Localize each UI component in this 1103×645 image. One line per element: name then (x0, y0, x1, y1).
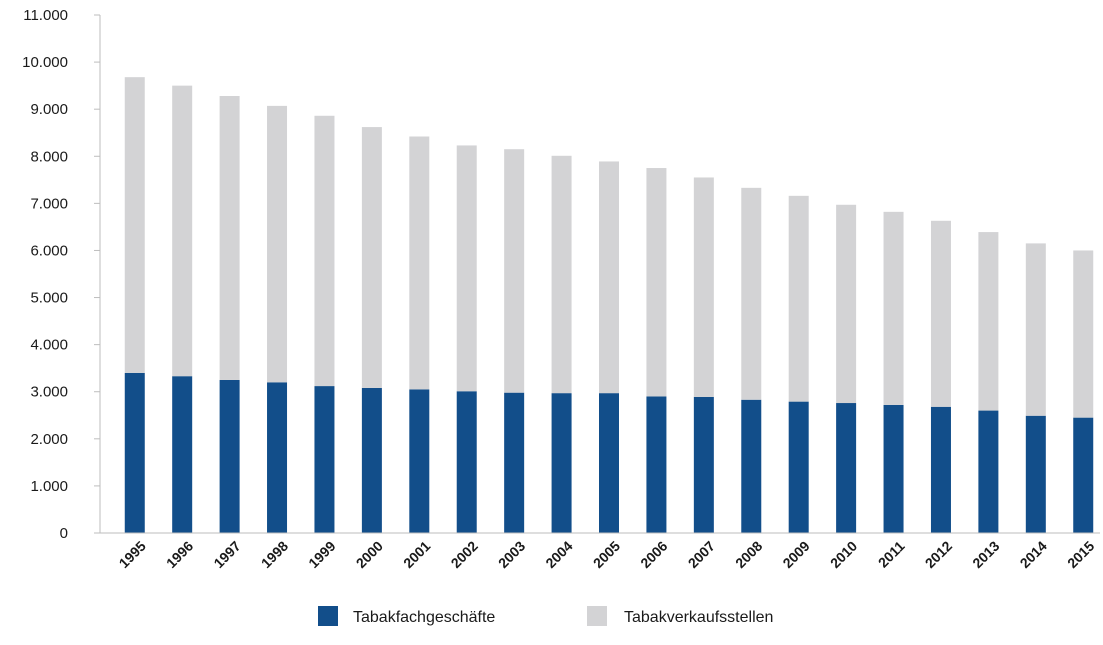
bar-tabakverkaufsstellen (219, 95, 240, 380)
bar-tabakfachgeschaefte (1025, 415, 1046, 533)
bar-tabakverkaufsstellen (836, 204, 857, 404)
x-tick-label: 2007 (685, 538, 718, 571)
bar-tabakfachgeschaefte (741, 399, 762, 533)
x-tick-label: 2009 (779, 538, 812, 571)
bar-tabakverkaufsstellen (1025, 243, 1046, 416)
x-tick-label: 2001 (400, 538, 433, 571)
legend-swatch (587, 606, 607, 626)
bar-tabakfachgeschaefte (1073, 417, 1094, 533)
y-tick-label: 9.000 (30, 101, 68, 118)
y-tick-label: 6.000 (30, 242, 68, 259)
y-tick-label: 0 (60, 525, 68, 542)
bar-tabakfachgeschaefte (551, 393, 572, 533)
legend-label: Tabakverkaufsstellen (624, 609, 773, 626)
x-tick-label: 2013 (969, 538, 1002, 571)
bar-tabakfachgeschaefte (599, 393, 619, 533)
bar-tabakfachgeschaefte (361, 387, 382, 533)
bar-tabakverkaufsstellen (646, 168, 667, 397)
bar-tabakverkaufsstellen (693, 177, 714, 397)
y-tick-label: 2.000 (30, 431, 68, 448)
bar-tabakverkaufsstellen (267, 105, 288, 383)
x-tick-label: 2014 (1017, 538, 1050, 571)
y-tick-label: 7.000 (30, 195, 68, 212)
bar-tabakfachgeschaefte (978, 410, 999, 533)
legend-label: Tabakfachgeschäfte (353, 609, 495, 626)
bar-tabakverkaufsstellen (599, 161, 619, 394)
x-tick-label: 1998 (258, 538, 291, 571)
bar-tabakverkaufsstellen (456, 145, 477, 392)
bar-tabakverkaufsstellen (741, 187, 762, 400)
bar-tabakverkaufsstellen (504, 149, 525, 393)
bar-tabakfachgeschaefte (172, 376, 193, 533)
x-tick-label: 1995 (116, 538, 149, 571)
y-tick-label: 8.000 (30, 148, 68, 165)
y-tick-label: 11.000 (23, 7, 68, 24)
x-tick-label: 2005 (590, 538, 623, 571)
bar-tabakverkaufsstellen (124, 77, 145, 373)
x-tick-label: 2012 (922, 538, 955, 571)
bar-tabakverkaufsstellen (930, 220, 951, 407)
y-tick-label: 1.000 (30, 478, 68, 495)
bar-tabakverkaufsstellen (361, 127, 382, 388)
bar-tabakfachgeschaefte (646, 396, 667, 533)
bar-tabakfachgeschaefte (409, 389, 430, 533)
x-tick-label: 2006 (637, 538, 670, 571)
x-tick-label: 2002 (448, 538, 481, 571)
x-tick-label: 2010 (827, 538, 860, 571)
bar-tabakverkaufsstellen (1073, 250, 1094, 418)
bar-tabakfachgeschaefte (314, 386, 335, 533)
legend: Tabakfachgeschäfte Tabakverkaufsstellen (318, 606, 773, 626)
bar-tabakverkaufsstellen (788, 195, 809, 402)
y-tick-label: 10.000 (22, 54, 68, 71)
bars (124, 77, 1094, 533)
bar-tabakverkaufsstellen (172, 85, 193, 377)
bar-tabakfachgeschaefte (504, 392, 525, 533)
x-tick-label: 2011 (875, 538, 908, 571)
bar-tabakverkaufsstellen (314, 115, 335, 387)
x-tick-label: 1996 (163, 538, 196, 571)
bar-tabakfachgeschaefte (219, 379, 240, 533)
legend-swatch (318, 606, 338, 626)
y-tick-label: 4.000 (30, 337, 68, 354)
x-tick-label: 2008 (732, 538, 765, 571)
bar-tabakfachgeschaefte (124, 372, 145, 533)
y-tick-label: 5.000 (30, 290, 68, 307)
x-tick-label: 2015 (1064, 538, 1097, 571)
bar-tabakfachgeschaefte (930, 406, 951, 533)
bar-tabakverkaufsstellen (551, 155, 572, 394)
bar-tabakverkaufsstellen (409, 136, 430, 390)
bar-tabakverkaufsstellen (883, 211, 904, 405)
x-tick-label: 2003 (495, 538, 528, 571)
x-tick-label: 1999 (305, 538, 338, 571)
x-tick-label: 1997 (210, 538, 243, 571)
x-axis: 1995 1996 1997 1998 1999 2000 2001 2002 2003 2004… (100, 532, 1100, 571)
bar-tabakfachgeschaefte (788, 401, 809, 533)
bar-tabakfachgeschaefte (836, 403, 857, 533)
x-tick-label: 2004 (542, 538, 575, 571)
bar-tabakfachgeschaefte (883, 404, 904, 533)
x-tick-label: 2000 (353, 538, 386, 571)
y-tick-label: 3.000 (30, 384, 68, 401)
bar-tabakfachgeschaefte (693, 396, 714, 533)
bar-tabakfachgeschaefte (267, 382, 288, 533)
bar-tabakfachgeschaefte (456, 391, 477, 533)
y-axis: 0 1.000 2.000 3.000 4.000 5.000 6.000 7.000 8.00… (22, 7, 101, 542)
bar-tabakverkaufsstellen (978, 232, 999, 411)
